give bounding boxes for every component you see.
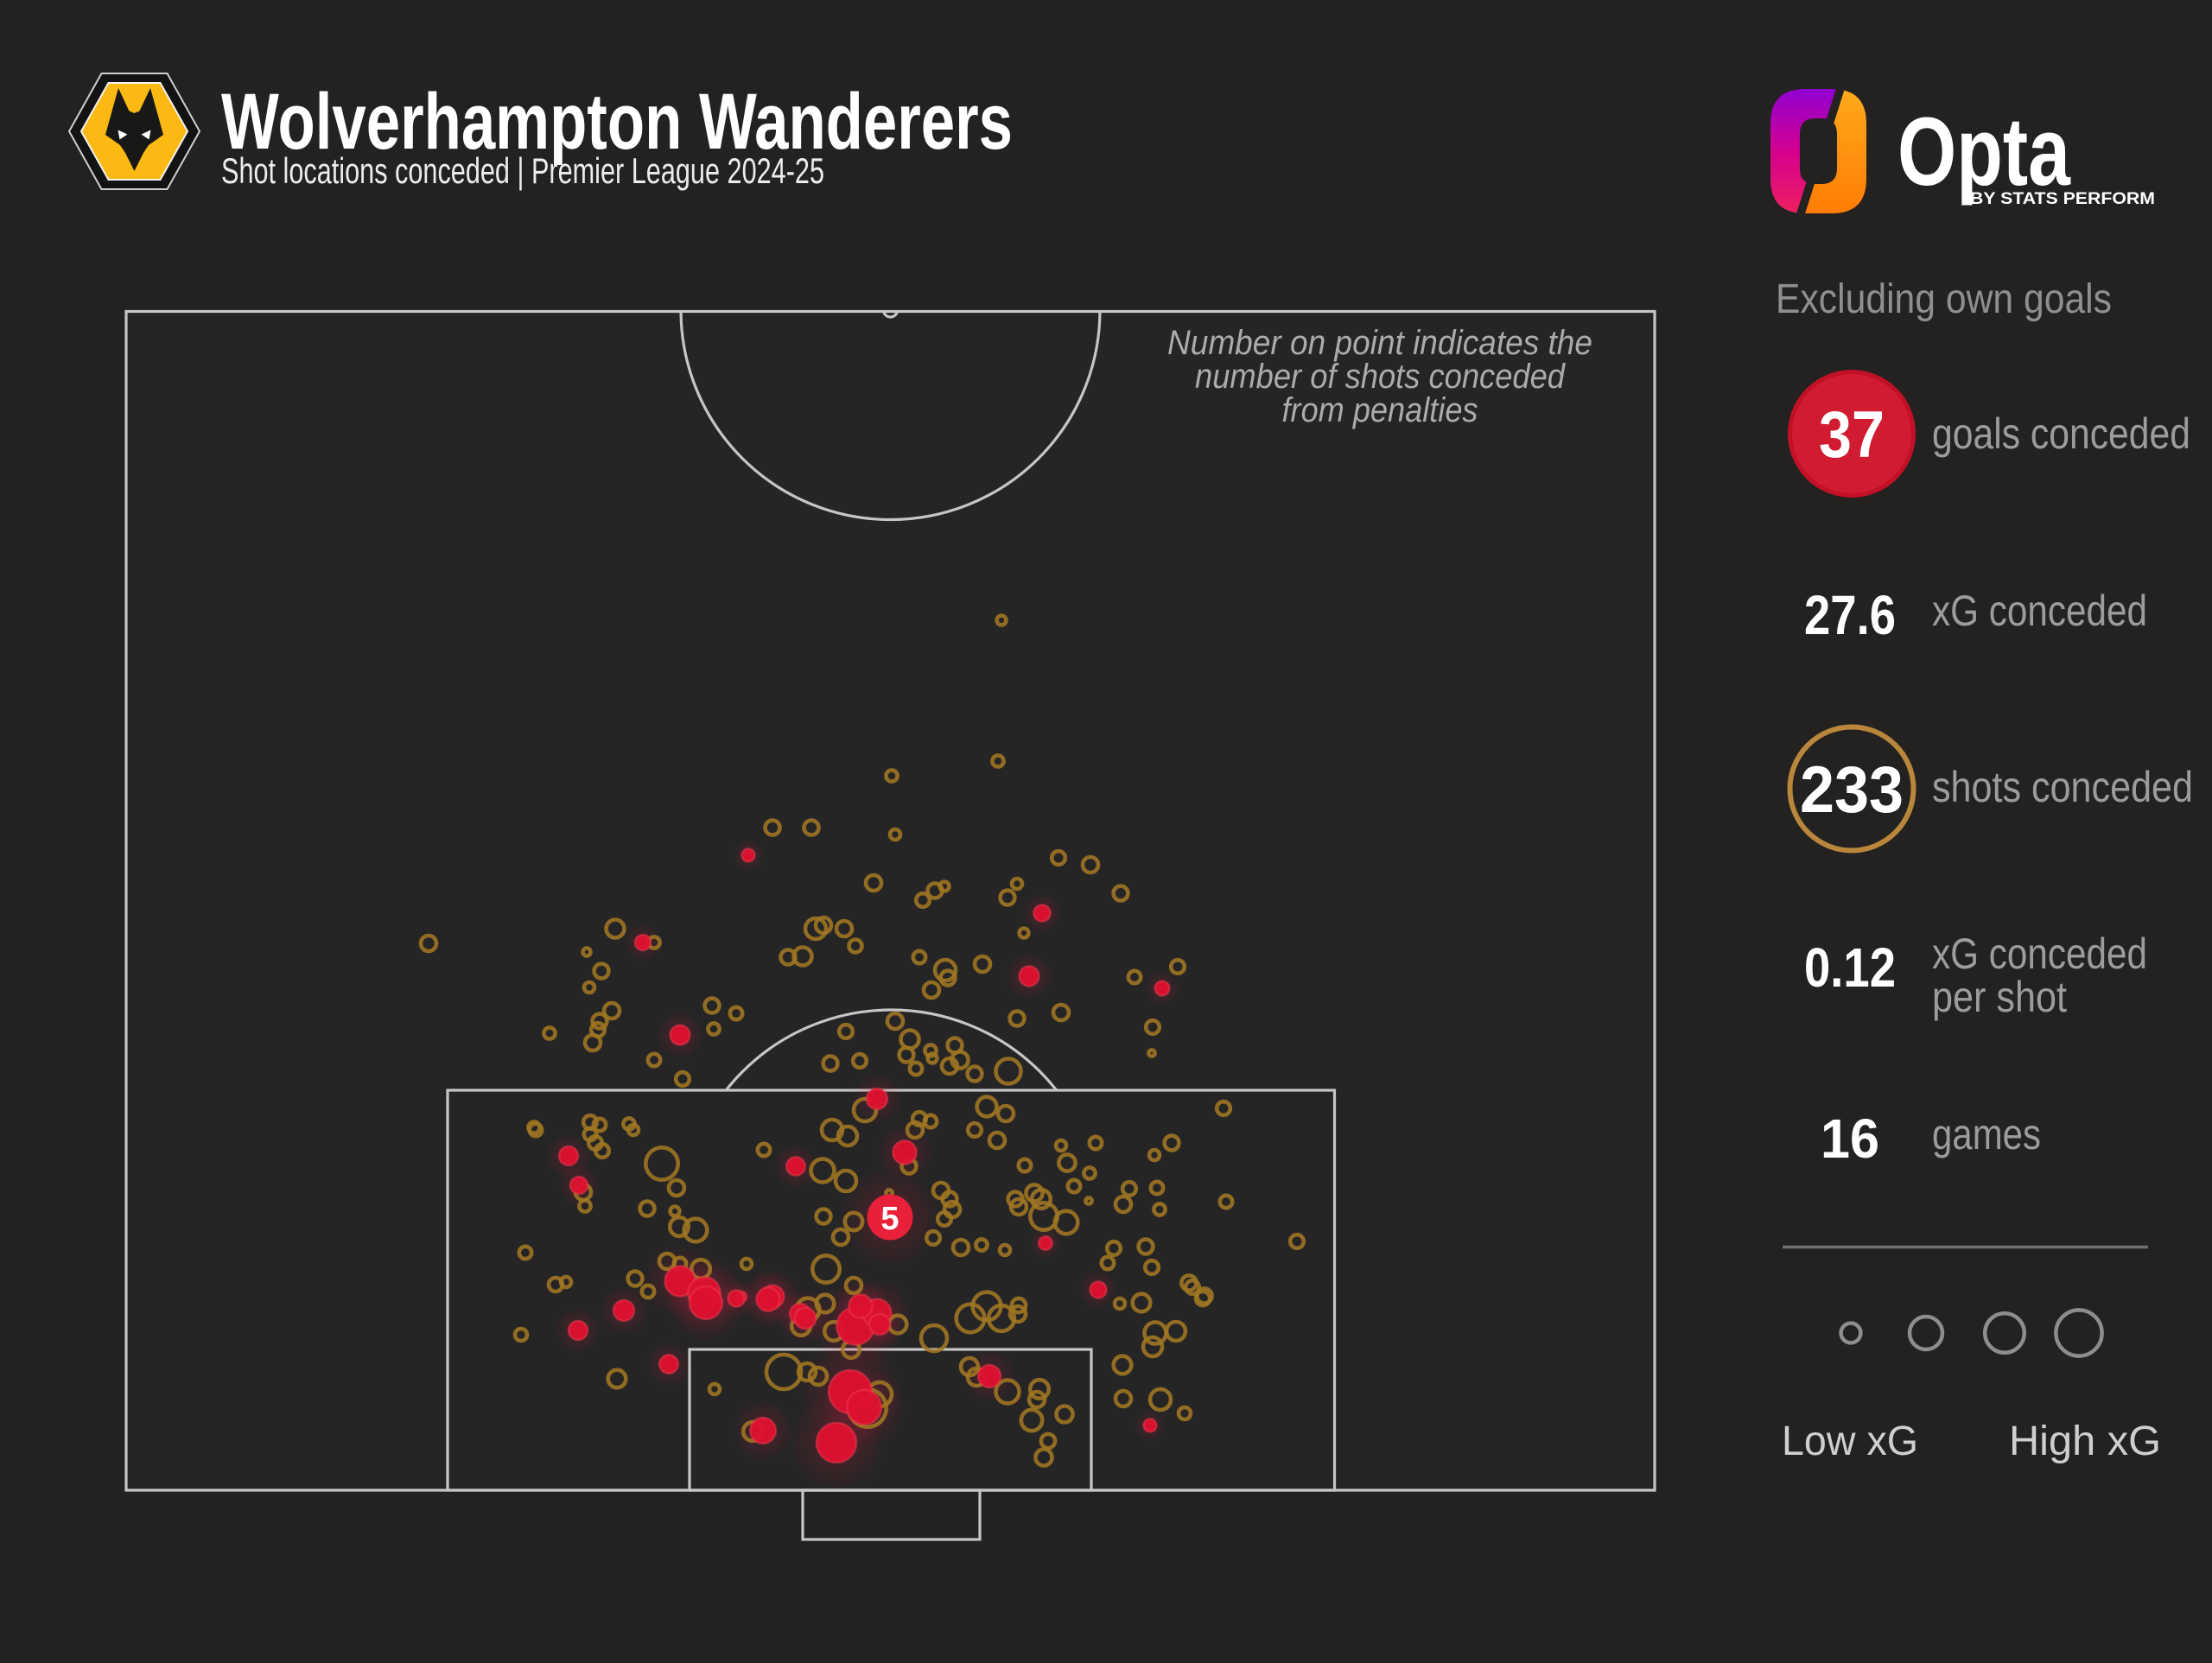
svg-text:5: 5 xyxy=(880,1201,899,1237)
svg-text:number of shots conceded: number of shots conceded xyxy=(1195,358,1567,396)
svg-text:Wolverhampton Wanderers: Wolverhampton Wanderers xyxy=(221,78,1013,166)
svg-text:BY STATS PERFORM: BY STATS PERFORM xyxy=(1970,190,2155,208)
svg-text:27.6: 27.6 xyxy=(1804,584,1896,646)
svg-text:from penalties: from penalties xyxy=(1282,391,1478,429)
svg-text:0.12: 0.12 xyxy=(1804,936,1896,999)
svg-text:per shot: per shot xyxy=(1932,973,2067,1021)
svg-text:games: games xyxy=(1932,1110,2041,1158)
svg-text:37: 37 xyxy=(1819,398,1885,472)
svg-text:xG conceded: xG conceded xyxy=(1932,930,2147,978)
svg-text:Low xG: Low xG xyxy=(1782,1419,1918,1464)
svg-text:goals conceded: goals conceded xyxy=(1932,409,2190,458)
svg-text:Opta: Opta xyxy=(1897,98,2071,206)
svg-text:Number on point indicates the: Number on point indicates the xyxy=(1167,324,1592,362)
svg-text:Shot locations conceded | Prem: Shot locations conceded | Premier League… xyxy=(221,150,824,191)
svg-text:High xG: High xG xyxy=(2009,1419,2161,1464)
svg-text:xG conceded: xG conceded xyxy=(1932,587,2147,635)
svg-text:233: 233 xyxy=(1800,753,1904,827)
svg-text:shots conceded: shots conceded xyxy=(1932,763,2193,811)
svg-text:Excluding own goals: Excluding own goals xyxy=(1776,276,2112,322)
svg-text:16: 16 xyxy=(1821,1108,1879,1170)
